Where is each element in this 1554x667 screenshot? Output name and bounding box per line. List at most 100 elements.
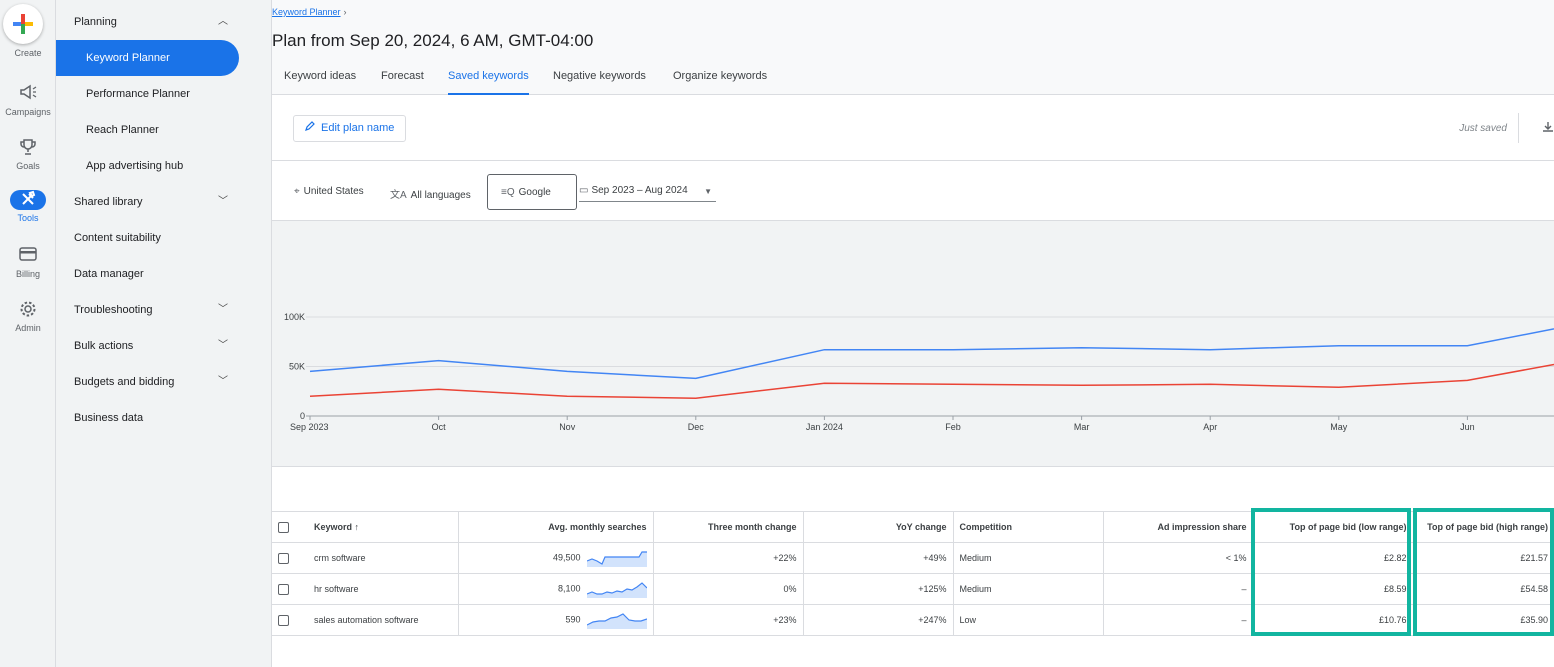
megaphone-icon [14,84,42,104]
breadcrumb-link[interactable]: Keyword Planner [272,7,341,17]
location-filter[interactable]: ⌖ United States [294,186,364,197]
bid-high-cell: £21.57 [1413,542,1554,574]
yoy-column-header[interactable]: YoY change [803,511,954,543]
trend-sparkline [586,551,647,567]
rail-campaigns[interactable]: Campaigns [0,84,56,117]
table-row[interactable]: crm software 49,500 +22% +49% Medium < 1… [272,542,1554,574]
trend-sparkline [586,582,647,598]
chevron-down-icon: ﹀ [218,196,228,207]
competition-cell: Medium [953,542,1104,574]
rail-goals-label: Goals [16,161,40,171]
three-month-column-header[interactable]: Three month change [653,511,804,543]
sort-arrow-up-icon: ↑ [354,522,360,532]
plan-toolbar: Edit plan name Just saved [272,95,1554,161]
nav-business-data[interactable]: Business data [56,400,272,436]
gear-icon [14,300,42,320]
rail-tools[interactable]: Tools [0,190,56,223]
bid-low-column-header[interactable]: Top of page bid (low range) [1253,511,1414,543]
breadcrumb[interactable]: Keyword Planner › [272,7,347,17]
tab-saved-keywords[interactable]: Saved keywords [448,70,529,95]
location-pin-icon: ⌖ [294,186,300,197]
nav-bulk-actions[interactable]: Bulk actions ﹀ [56,328,272,364]
language-filter[interactable]: 文A All languages [390,186,471,201]
nav-shared-library[interactable]: Shared library ﹀ [56,184,272,220]
nav-reach-planner[interactable]: Reach Planner [56,112,272,148]
ad-impression-cell: – [1103,604,1254,636]
table-row[interactable]: sales automation software 590 +23% +247%… [272,604,1554,636]
rail-admin[interactable]: Admin [0,300,56,333]
rail-billing[interactable]: Billing [0,246,56,279]
save-status: Just saved [1459,123,1507,134]
y-tick-label: 100K [284,312,305,322]
yoy-cell: +247% [803,604,954,636]
competition-cell: Medium [953,573,1104,605]
x-tick-label: Jan 2024 [806,422,843,432]
avg-monthly-value: 590 [565,614,581,625]
table-row[interactable]: hr software 8,100 0% +125% Medium – £8.5… [272,573,1554,605]
ad-impression-column-header[interactable]: Ad impression share [1103,511,1254,543]
breadcrumb-separator: › [343,7,347,17]
row-select-cell[interactable] [272,542,308,574]
x-tick-label: May [1330,422,1348,432]
yoy-cell: +49% [803,542,954,574]
chevron-down-icon: ﹀ [218,304,228,315]
nav-bulk-actions-label: Bulk actions [74,340,134,352]
tab-bar: Keyword ideas Forecast Saved keywords Ne… [272,62,1554,95]
edit-plan-name-button[interactable]: Edit plan name [293,115,407,142]
network-filter-label: Google [518,187,551,198]
create-button[interactable] [3,4,43,44]
avg-monthly-column-header[interactable]: Avg. monthly searches [458,511,654,543]
chevron-down-icon: ﹀ [218,340,228,351]
nav-performance-planner[interactable]: Performance Planner [56,76,272,112]
bid-high-column-header[interactable]: Top of page bid (high range) [1413,511,1554,543]
nav-keyword-planner[interactable]: Keyword Planner [56,40,239,76]
ad-impression-cell: – [1103,573,1254,605]
keyword-column-header[interactable]: Keyword ↑ [308,511,459,543]
series-line [309,328,1554,380]
nav-performance-planner-label: Performance Planner [86,88,190,100]
nav-content-suitability[interactable]: Content suitability [56,220,272,256]
nav-data-manager[interactable]: Data manager [56,256,272,292]
nav-app-advertising-hub[interactable]: App advertising hub [56,148,272,184]
nav-troubleshooting[interactable]: Troubleshooting ﹀ [56,292,272,328]
row-checkbox[interactable] [278,552,289,564]
keyword-cell: sales automation software [308,604,459,636]
keyword-table: Keyword ↑ Avg. monthly searches Three mo… [272,511,1554,636]
nav-planning-label: Planning [74,16,117,28]
select-all-cell[interactable] [272,511,308,543]
download-icon[interactable] [1542,121,1554,136]
search-network-icon: ≡Q [501,187,515,198]
avg-monthly-cell: 8,100 [458,573,654,605]
y-tick-label: 0 [300,411,305,421]
nav-business-data-label: Business data [74,412,144,424]
bid-low-cell: £10.76 [1253,604,1414,636]
keyword-header-label: Keyword [314,522,353,532]
toolbar-divider [1518,113,1519,143]
nav-planning[interactable]: Planning ︿ [56,4,272,40]
competition-column-header[interactable]: Competition [953,511,1104,543]
translate-icon: 文A [390,190,407,201]
rail-campaigns-label: Campaigns [5,107,51,117]
rail-goals[interactable]: Goals [0,138,56,171]
date-range-filter[interactable]: ▭ Sep 2023 – Aug 2024 ▼ [579,185,716,202]
tab-organize-keywords[interactable]: Organize keywords [673,70,768,82]
row-select-cell[interactable] [272,573,308,605]
keyword-table-card: Keyword ↑ Avg. monthly searches Three mo… [272,467,1554,667]
bid-high-cell: £35.90 [1413,604,1554,636]
x-tick-label: Jun [1460,422,1475,432]
nav-data-manager-label: Data manager [74,268,144,280]
tab-forecast[interactable]: Forecast [381,70,424,82]
network-filter[interactable]: ≡Q Google [487,174,577,210]
select-all-checkbox[interactable] [278,521,289,533]
nav-budgets-and-bidding[interactable]: Budgets and bidding ﹀ [56,364,272,400]
nav-reach-planner-label: Reach Planner [86,124,159,136]
side-nav: Planning ︿ Keyword Planner Performance P… [56,0,272,667]
row-select-cell[interactable] [272,604,308,636]
y-tick-label: 50K [289,362,305,372]
tab-keyword-ideas[interactable]: Keyword ideas [284,70,357,82]
trend-sparkline [586,613,647,629]
row-checkbox[interactable] [278,583,289,595]
search-volume-chart: 0 50K 100K Sep 2023 Oct Nov Dec Jan 2024 Feb Mar A… [272,221,1554,467]
tab-negative-keywords[interactable]: Negative keywords [553,70,646,82]
row-checkbox[interactable] [278,614,289,626]
